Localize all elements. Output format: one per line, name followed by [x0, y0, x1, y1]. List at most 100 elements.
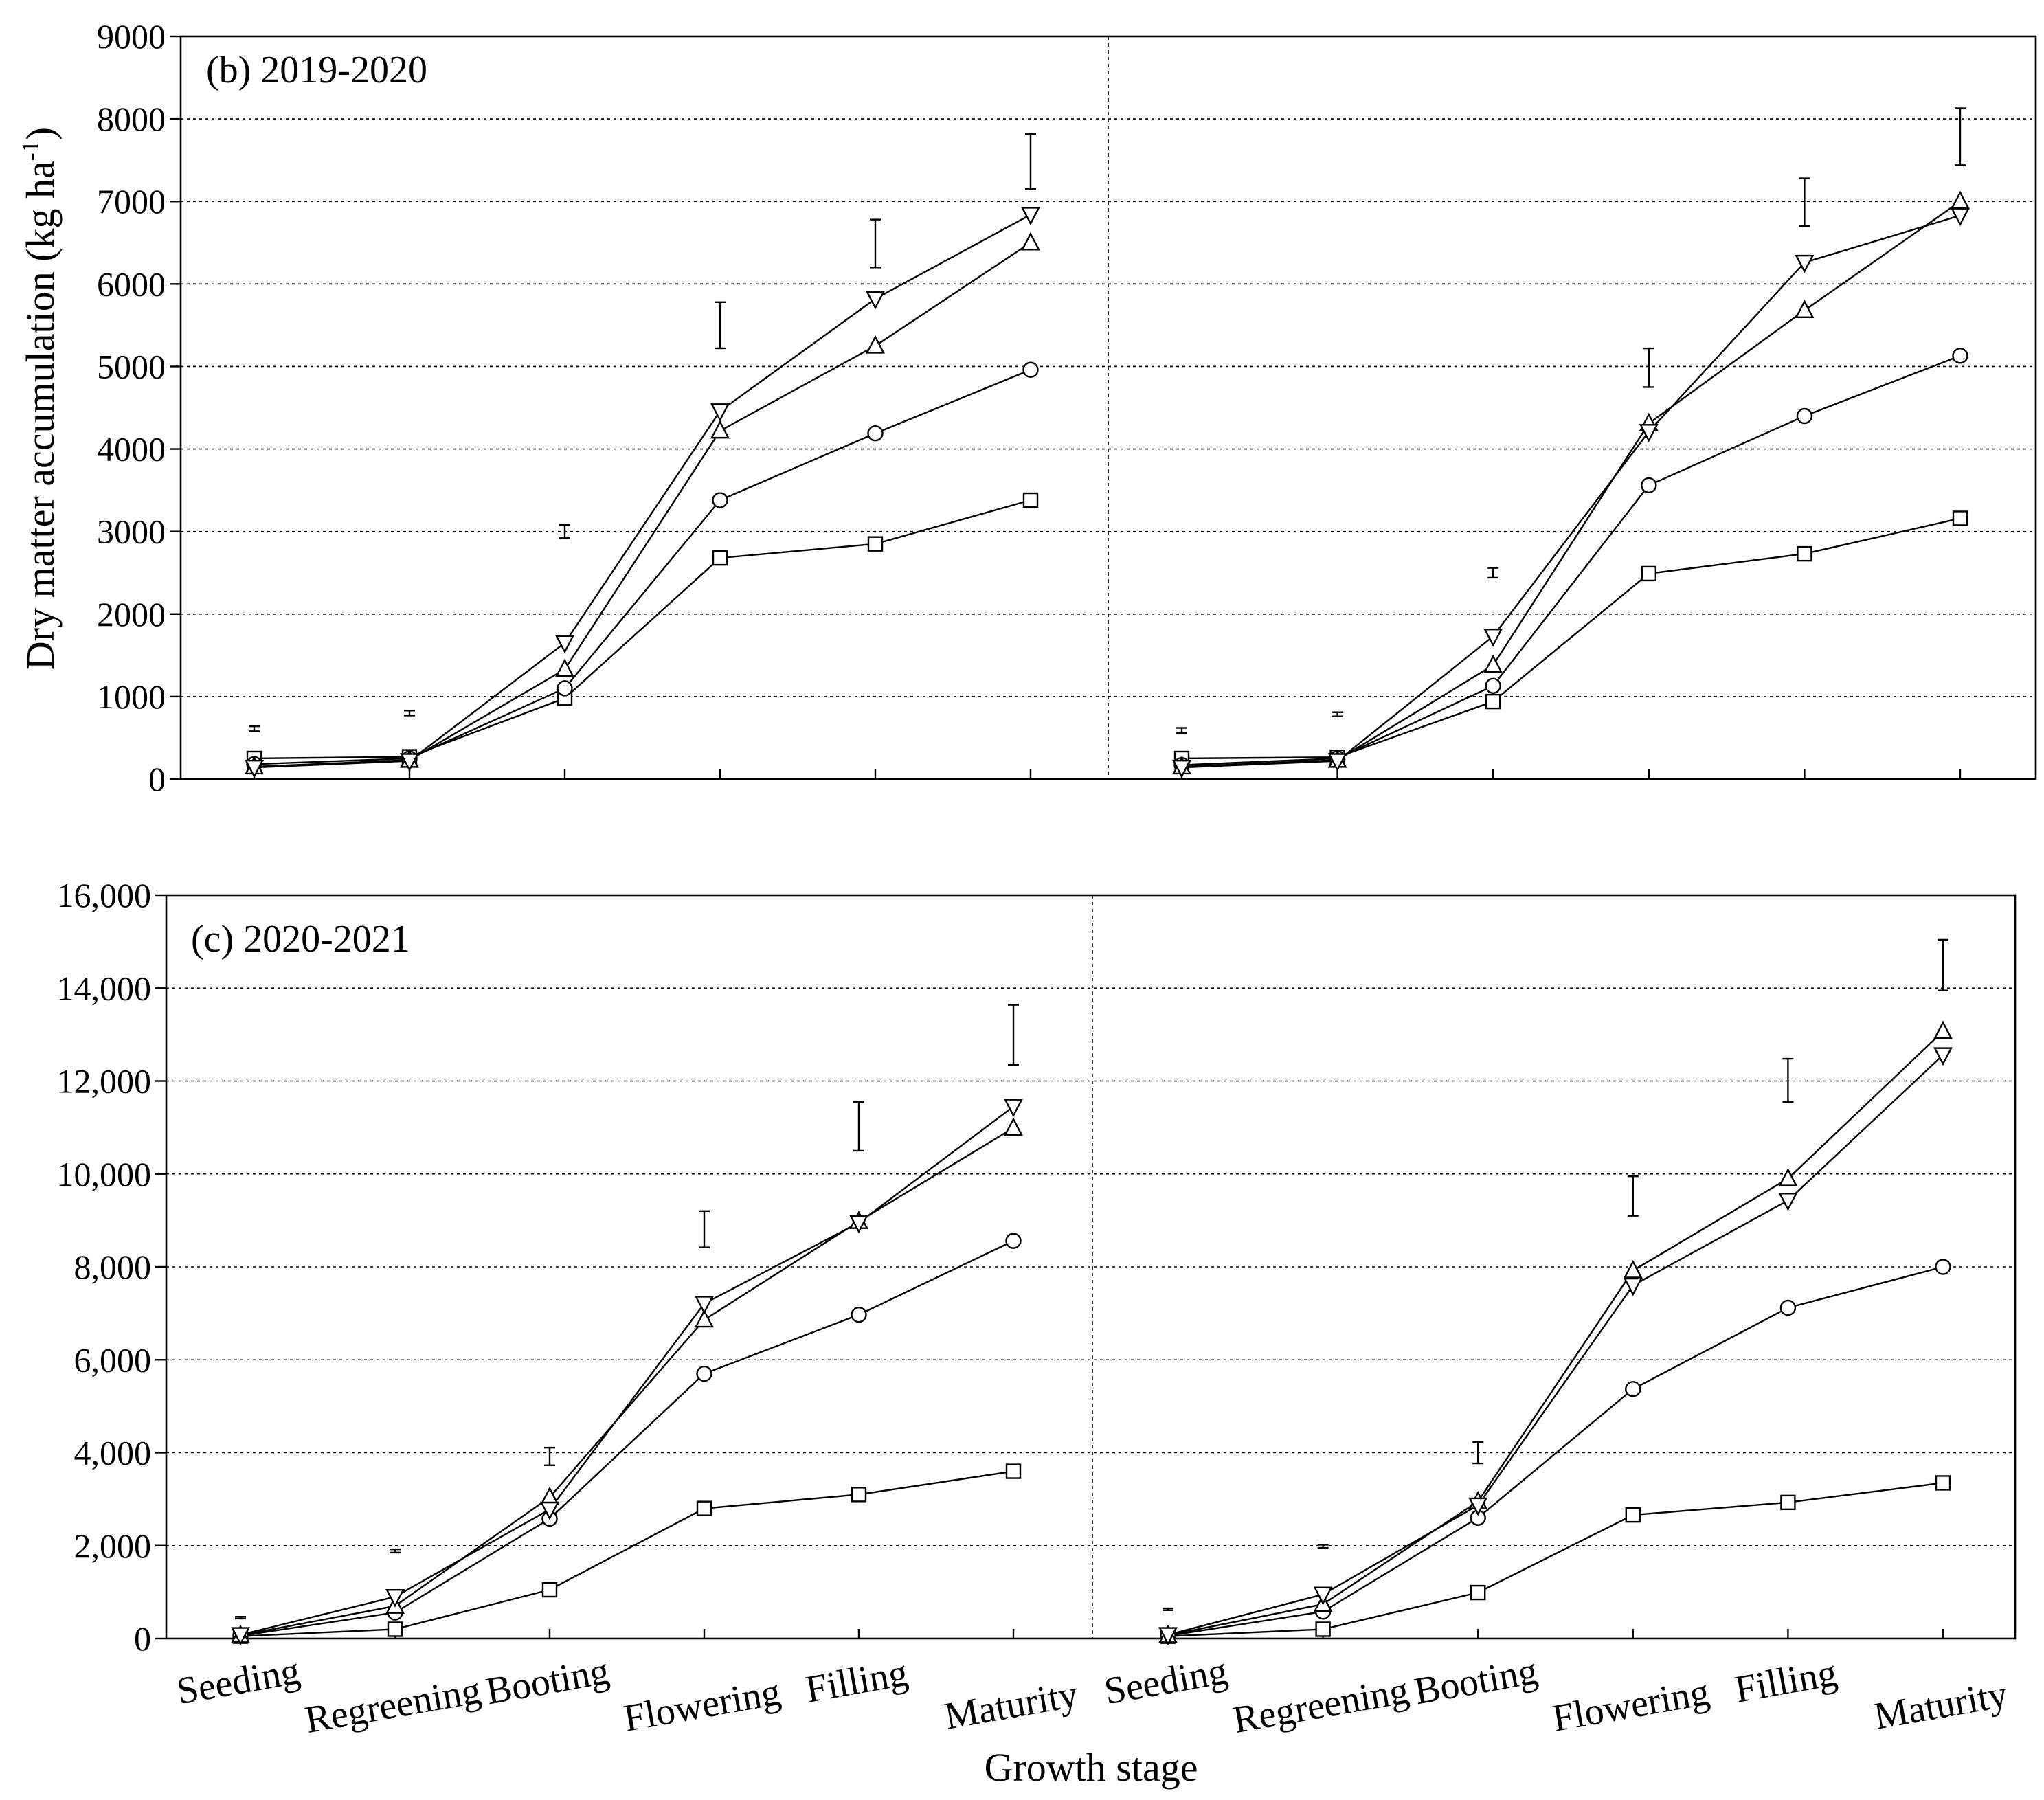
marker-circle	[867, 425, 884, 442]
error-bar	[1643, 347, 1654, 388]
series-line-circle	[240, 1240, 1014, 1637]
y-tick-label: 0	[134, 1619, 151, 1658]
marker-circle	[1952, 348, 1968, 364]
marker-triangle-up	[1623, 1259, 1643, 1279]
series-line-triangle-up	[1167, 1031, 1944, 1636]
y-tick-label: 2,000	[74, 1527, 152, 1565]
panel-bottom: 0 2,000 4,000 6,000 8,000 10,000 12,000 14,000 1…	[57, 876, 2017, 1742]
series-line-square	[254, 499, 1031, 760]
marker-square	[1485, 693, 1501, 710]
marker-square	[387, 1621, 403, 1637]
marker-triangle-down	[1468, 1497, 1488, 1516]
error-bar	[699, 1210, 710, 1248]
marker-triangle-up	[1004, 1117, 1023, 1136]
y-tick-label: 16,000	[57, 876, 152, 914]
error-bar	[1627, 1175, 1639, 1217]
error-bar	[1008, 1004, 1019, 1066]
x-category-label: Flowering	[620, 1671, 783, 1740]
marker-triangle-down	[245, 759, 264, 778]
marker-triangle-down	[866, 291, 885, 310]
marker-circle	[557, 680, 573, 697]
marker-circle	[712, 492, 728, 508]
x-category-label: Booting	[483, 1650, 612, 1713]
panel-top: 0 1000 2000 3000 4000 5000 6000 7000 8000 9000 (b)…	[97, 17, 2037, 798]
y-tick-label: 9000	[97, 17, 166, 56]
marker-triangle-up	[1483, 654, 1503, 673]
error-bar	[1782, 1057, 1794, 1103]
x-category-label: Seeding	[1101, 1650, 1231, 1713]
series-line-circle	[254, 369, 1031, 765]
marker-square	[1022, 492, 1039, 508]
x-category-label: Booting	[1411, 1650, 1540, 1713]
panel-title: (c) 2020-2021	[191, 918, 410, 960]
series-line-square	[1181, 517, 1961, 760]
marker-square	[1625, 1507, 1641, 1523]
marker-circle	[1625, 1381, 1641, 1397]
error-bar	[853, 1101, 864, 1152]
marker-square	[1005, 1463, 1022, 1479]
error-bar	[1332, 711, 1343, 717]
x-category-label: Regreening	[302, 1669, 484, 1742]
error-bar	[1938, 938, 1948, 991]
marker-square	[712, 550, 728, 566]
x-category-label: Maturity	[941, 1673, 1081, 1738]
marker-triangle-up	[1951, 190, 1970, 210]
series-line-triangle-down	[254, 214, 1031, 769]
error-bar	[1472, 1441, 1484, 1465]
marker-square	[541, 1582, 558, 1598]
plot-frame	[179, 35, 2037, 780]
marker-square	[1780, 1494, 1796, 1511]
marker-circle	[1779, 1299, 1797, 1316]
error-bar	[715, 301, 726, 350]
marker-triangle-down	[1951, 207, 1970, 227]
error-bar	[559, 524, 570, 539]
marker-circle	[1641, 477, 1657, 494]
marker-triangle-up	[555, 658, 574, 677]
error-bar	[1955, 107, 1966, 166]
y-tick-label: 1000	[97, 677, 166, 716]
marker-triangle-down	[385, 1588, 405, 1608]
y-axis-title-superscript: -1	[16, 140, 44, 161]
marker-square	[867, 536, 884, 552]
marker-circle	[851, 1306, 867, 1323]
x-category-label: Filling	[1731, 1652, 1840, 1711]
marker-triangle-down	[1778, 1193, 1798, 1211]
marker-triangle-up	[695, 1309, 714, 1328]
marker-triangle-down	[710, 403, 730, 422]
marker-triangle-down	[1933, 1047, 1953, 1066]
error-bar	[1163, 1607, 1173, 1611]
marker-triangle-down	[1623, 1277, 1643, 1296]
series-line-square	[1167, 1482, 1944, 1637]
x-category-label: Flowering	[1549, 1671, 1712, 1740]
error-bar	[235, 1616, 246, 1620]
panel-title: (b) 2019-2020	[206, 49, 427, 91]
marker-triangle-down	[1795, 254, 1815, 273]
y-tick-label: 7000	[97, 182, 166, 221]
marker-triangle-down	[555, 635, 574, 654]
plot-frame	[165, 894, 2017, 1640]
y-tick-label: 6,000	[74, 1340, 152, 1379]
error-bar	[1025, 133, 1036, 190]
marker-square	[1797, 545, 1812, 562]
y-tick-label: 3000	[97, 513, 166, 551]
marker-triangle-down	[231, 1627, 250, 1646]
marker-triangle-up	[866, 335, 885, 354]
marker-square	[1935, 1475, 1951, 1491]
marker-triangle-up	[1933, 1020, 1953, 1039]
y-tick-label: 6000	[97, 265, 166, 303]
error-bar	[1799, 177, 1810, 227]
marker-circle	[696, 1365, 712, 1382]
series-line-circle	[1167, 1265, 1944, 1637]
marker-triangle-down	[1021, 207, 1040, 226]
series-line-square	[240, 1470, 1014, 1637]
marker-circle	[1005, 1233, 1022, 1249]
error-bar	[544, 1446, 555, 1466]
y-tick-label: 8000	[97, 100, 166, 138]
y-axis-title: Dry matter accumulation (kg ha-1)	[16, 127, 63, 670]
error-bar	[390, 1548, 401, 1554]
series-line-circle	[1181, 355, 1961, 766]
marker-circle	[1022, 361, 1039, 378]
marker-triangle-down	[540, 1501, 559, 1520]
y-tick-label: 5000	[97, 347, 166, 385]
error-bar	[1487, 567, 1499, 579]
